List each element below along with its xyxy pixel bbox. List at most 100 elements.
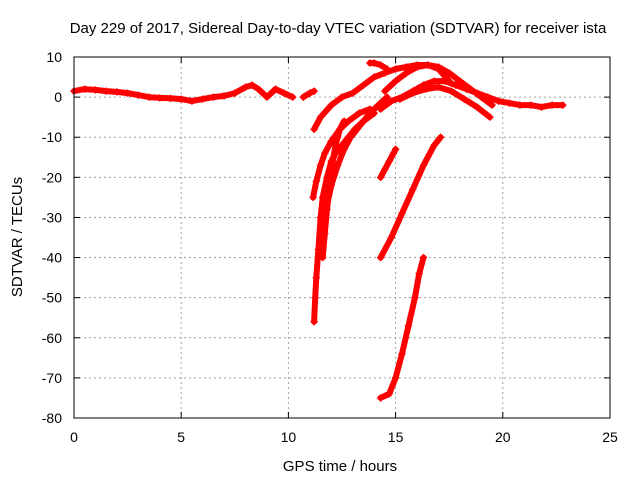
data-point [447,87,456,95]
data-point [436,133,445,141]
y-tick-label: -40 [42,250,62,266]
data-point [348,89,357,97]
data-point [306,89,314,97]
data-point [198,95,207,103]
series-band-3 [376,253,428,402]
data-point [327,101,336,109]
x-tick-label: 25 [602,429,618,445]
data-point [113,88,121,96]
y-tick-label: -30 [42,209,62,225]
data-point [419,253,428,262]
data-series [70,59,567,402]
data-point [333,133,342,141]
data-point [383,93,391,101]
data-point [209,93,218,101]
data-point [486,113,494,121]
y-tick-label: -60 [42,330,62,346]
y-tick-label: -80 [42,410,62,426]
data-point [456,77,464,85]
data-point [220,92,228,100]
data-point [404,321,413,330]
data-point [385,390,393,398]
data-point [134,91,143,99]
data-point [323,201,331,210]
data-point [321,149,329,158]
data-point [419,161,428,170]
data-point [391,65,400,73]
data-point [271,85,280,93]
data-point [370,73,378,81]
data-point [376,61,385,69]
series-trace [324,94,390,209]
data-point [318,253,327,262]
data-point [376,253,385,262]
data-point [231,89,239,97]
data-point [336,125,344,133]
data-point [346,133,355,141]
data-point [316,161,325,170]
data-point [376,173,385,182]
data-point [466,85,475,93]
data-point [331,141,340,149]
data-point [387,233,396,242]
series-arc-b [366,59,391,73]
series-trace [366,60,390,72]
y-axis-label: SDTVAR / TECUs [9,177,26,297]
data-point [329,153,338,162]
data-point [123,89,132,97]
data-point [559,101,567,109]
y-tick-label: -70 [42,370,62,386]
y-tick-labels: 10 0 -10 -20 -30 -40 -50 -60 -70 -80 [42,49,62,426]
data-point [177,95,185,103]
data-point [477,93,486,101]
data-point [473,103,481,111]
data-point [445,69,453,77]
data-point [310,87,318,95]
data-point [102,87,110,95]
data-point [318,193,327,202]
data-point [91,86,100,94]
data-point [387,97,396,105]
data-point [188,97,196,105]
x-tick-label: 0 [70,429,78,445]
data-point [537,103,546,111]
data-point [389,149,398,158]
data-point [409,185,417,194]
data-point [415,269,423,278]
series-band-2 [376,133,445,262]
data-point [310,317,318,326]
data-point [312,273,321,282]
data-point [434,83,443,91]
data-point [494,97,503,105]
data-point [299,93,308,101]
y-tick-label: 0 [54,89,62,105]
plot-frame [73,56,611,419]
data-point [310,125,318,133]
data-point [381,165,389,174]
data-point [383,65,391,73]
series-band-1 [376,145,400,182]
series-baseline-tail [299,87,318,101]
data-point [451,81,460,89]
data-point [254,85,263,93]
series-arc-e [396,83,494,121]
series-arc-d [381,61,496,109]
data-point [381,87,389,95]
data-point [327,181,336,190]
data-point [353,125,361,133]
data-point [396,95,404,103]
data-point [441,77,449,85]
data-point [366,109,374,117]
data-point [505,99,513,107]
data-point [391,374,400,382]
data-point [424,61,432,69]
data-point [311,293,319,302]
data-point [333,161,342,170]
y-tick-label: 10 [46,49,62,65]
data-point [430,77,438,85]
y-tick-label: -10 [42,129,62,145]
data-point [338,93,346,101]
x-tick-label: 10 [281,429,297,445]
data-point [263,93,271,101]
data-point [327,137,336,145]
